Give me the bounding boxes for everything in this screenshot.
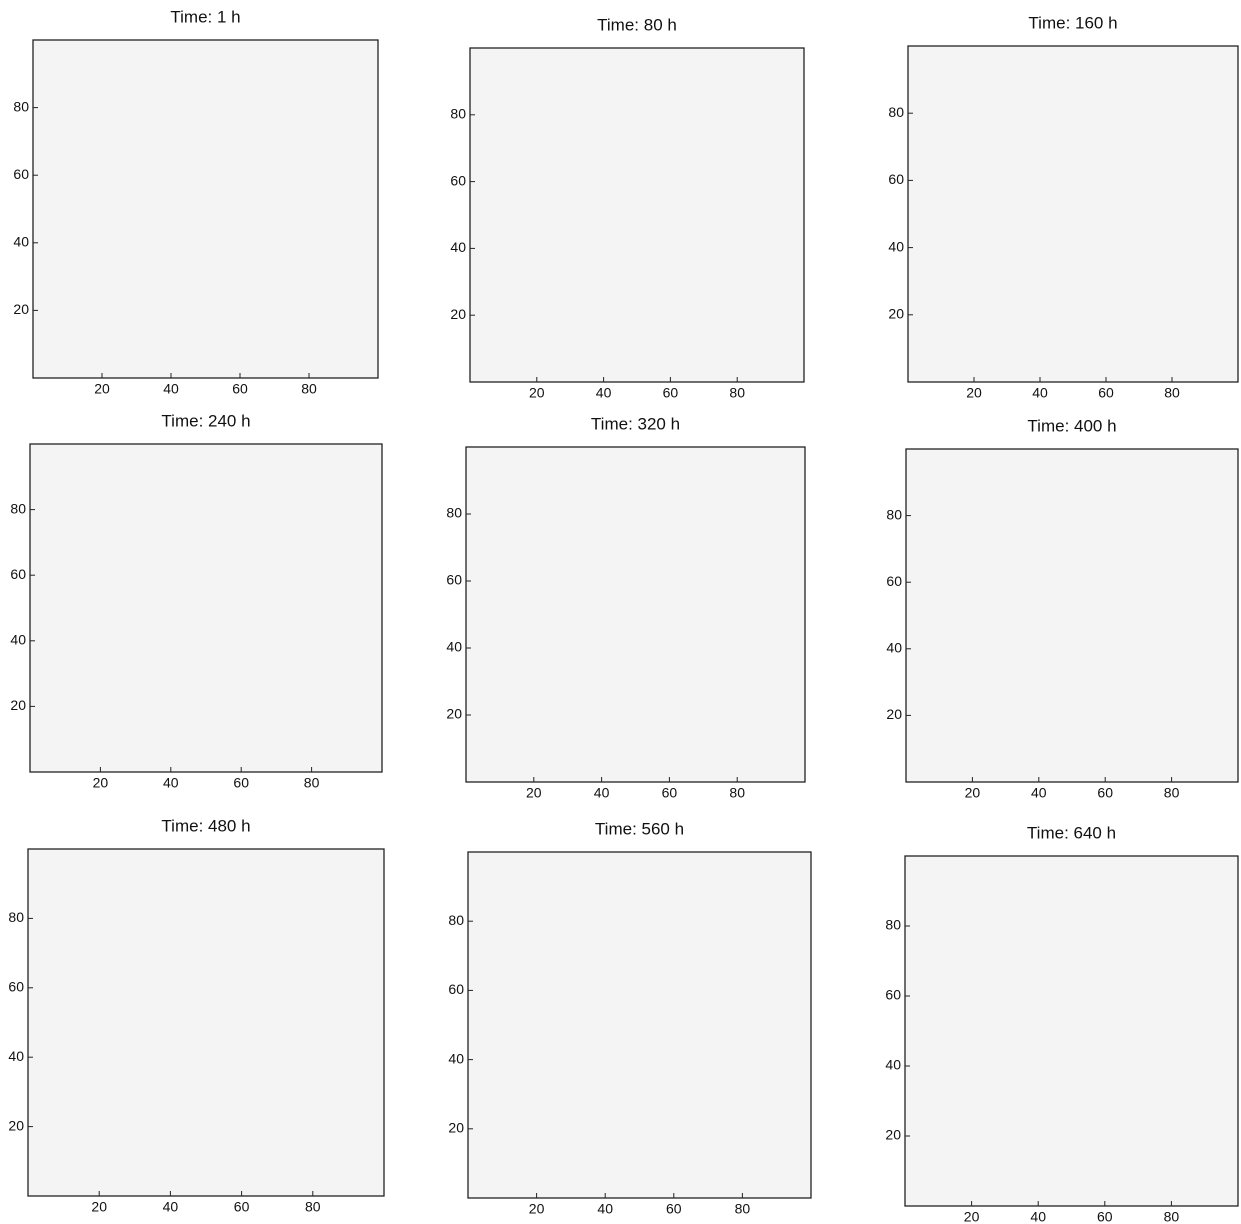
image-area [468,852,811,1198]
x-tick-label: 40 [163,381,179,397]
x-tick-label: 80 [305,1199,321,1215]
y-tick-label: 40 [446,639,462,655]
y-tick-label: 60 [450,172,466,188]
y-tick-label: 20 [446,706,462,722]
y-tick-label: 60 [446,572,462,588]
y-tick-label: 80 [13,98,29,114]
figure: Time: 1 h 20 40 60 80 20 40 60 80 Time: 80 h 20 40 6… [0,0,1241,1224]
y-tick-label: 20 [448,1120,464,1136]
x-tick-label: 40 [1032,385,1048,401]
y-tick-label: 80 [885,917,901,933]
y-tick-label: 40 [8,1048,24,1064]
image-area [905,856,1238,1206]
x-tick-label: 80 [735,1201,751,1217]
y-tick-label: 80 [450,106,466,122]
image-area [470,48,804,382]
x-tick-label: 20 [94,381,110,397]
x-tick-label: 80 [729,785,745,801]
x-tick-label: 40 [163,775,179,791]
y-tick-label: 80 [8,909,24,925]
y-tick-label: 60 [885,987,901,1003]
y-tick-label: 40 [885,1057,901,1073]
chart-title: Time: 560 h [595,819,684,838]
image-area [466,447,805,782]
y-tick-label: 40 [10,632,26,648]
x-tick-label: 80 [1164,1209,1180,1224]
y-tick-label: 20 [450,306,466,322]
image-area [30,444,382,772]
x-tick-label: 40 [596,385,612,401]
x-tick-label: 20 [529,1201,545,1217]
x-tick-label: 60 [662,785,678,801]
x-tick-label: 40 [163,1199,179,1215]
x-tick-label: 60 [666,1201,682,1217]
y-tick-label: 20 [886,706,902,722]
y-tick-label: 60 [448,981,464,997]
y-tick-label: 60 [13,166,29,182]
y-tick-label: 80 [886,506,902,522]
x-tick-label: 60 [1097,1209,1113,1224]
chart-title: Time: 240 h [161,411,250,430]
chart-title: Time: 640 h [1027,823,1116,842]
y-tick-label: 20 [13,301,29,317]
x-tick-label: 60 [663,385,679,401]
x-tick-label: 80 [304,775,320,791]
x-tick-label: 20 [93,775,109,791]
y-tick-label: 60 [8,979,24,995]
image-area [33,40,378,378]
chart-title: Time: 480 h [161,816,250,835]
x-tick-label: 20 [965,785,981,801]
x-tick-label: 40 [1031,785,1047,801]
y-tick-label: 20 [885,1127,901,1143]
x-tick-label: 40 [594,785,610,801]
y-tick-label: 40 [450,239,466,255]
x-tick-label: 80 [1164,385,1180,401]
chart-title: Time: 80 h [597,15,677,34]
x-tick-label: 80 [729,385,745,401]
y-tick-label: 20 [10,697,26,713]
x-tick-label: 60 [234,1199,250,1215]
x-tick-label: 40 [1030,1209,1046,1224]
y-tick-label: 80 [448,912,464,928]
y-tick-label: 80 [888,104,904,120]
y-tick-label: 40 [13,234,29,250]
x-tick-label: 60 [1097,785,1113,801]
x-tick-label: 20 [966,385,982,401]
x-tick-label: 60 [232,381,248,397]
y-tick-label: 20 [8,1117,24,1133]
y-tick-label: 40 [888,238,904,254]
x-tick-label: 20 [526,785,542,801]
chart-title: Time: 400 h [1027,416,1116,435]
image-area [28,849,384,1196]
x-tick-label: 80 [301,381,317,397]
image-area [906,449,1238,782]
y-tick-label: 80 [10,500,26,516]
chart-title: Time: 160 h [1028,13,1117,32]
x-tick-label: 60 [233,775,249,791]
image-area [908,46,1238,382]
y-tick-label: 80 [446,505,462,521]
x-tick-label: 60 [1098,385,1114,401]
x-tick-label: 20 [964,1209,980,1224]
y-tick-label: 60 [888,171,904,187]
x-tick-label: 20 [91,1199,107,1215]
y-tick-label: 60 [10,566,26,582]
chart-title: Time: 320 h [591,414,680,433]
chart-title: Time: 1 h [170,7,240,26]
x-tick-label: 20 [529,385,545,401]
x-tick-label: 40 [597,1201,613,1217]
x-tick-label: 80 [1164,785,1180,801]
y-tick-label: 40 [886,640,902,656]
y-tick-label: 20 [888,306,904,322]
y-tick-label: 40 [448,1050,464,1066]
y-tick-label: 60 [886,573,902,589]
